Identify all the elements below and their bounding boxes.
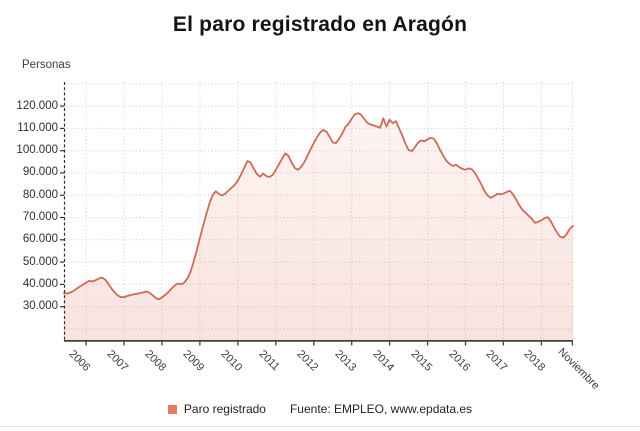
bottom-divider	[0, 426, 640, 427]
y-tick-label: 100.000	[16, 144, 58, 157]
page-title: El paro registrado en Aragón	[172, 13, 468, 36]
x-tick-label: 2014	[370, 348, 396, 374]
x-tick-label: 2010	[218, 348, 245, 374]
legend-swatch-icon	[167, 404, 177, 414]
x-tick-label: 2007	[104, 348, 131, 374]
x-axis	[64, 340, 574, 346]
x-tick-label: 2017	[483, 348, 510, 374]
y-tick-label: 80.000	[22, 188, 58, 201]
y-tick-label: 70.000	[22, 211, 58, 223]
y-axis-title: Personas	[22, 59, 71, 71]
x-tick-label: 2018	[521, 348, 548, 374]
x-tick-label: 2011	[256, 348, 282, 374]
legend: Paro registrado Fuente: EMPLEO, www.epda…	[0, 402, 640, 416]
y-tick-label: 60.000	[22, 233, 58, 246]
x-tick-label: 2009	[180, 348, 207, 374]
x-tick-label: 2008	[142, 348, 169, 374]
y-tick-label: 50.000	[22, 255, 58, 268]
y-tick-label: 110.000	[17, 121, 58, 134]
y-axis	[60, 82, 66, 341]
plot-area	[60, 82, 574, 346]
series-area	[64, 113, 573, 341]
series-line	[63, 112, 574, 301]
x-tick-label: 2006	[66, 348, 93, 374]
y-tick-label: 90.000	[22, 166, 58, 179]
x-tick-label: 2013	[332, 348, 359, 374]
x-tick-label: 2015	[408, 348, 434, 374]
legend-source-label: Fuente: EMPLEO, www.epdata.es	[289, 402, 473, 416]
legend-series-label: Paro registrado	[183, 402, 266, 416]
x-tick-label: Noviembre	[555, 346, 602, 393]
y-tick-label: 120.000	[16, 99, 58, 112]
chart-canvas	[60, 82, 574, 346]
x-tick-label: 2016	[446, 348, 472, 374]
y-tick-label: 30.000	[22, 300, 58, 313]
x-tick-label: 2012	[294, 348, 321, 374]
legend-item: Paro registrado	[167, 402, 266, 416]
y-tick-label: 40.000	[22, 277, 58, 290]
